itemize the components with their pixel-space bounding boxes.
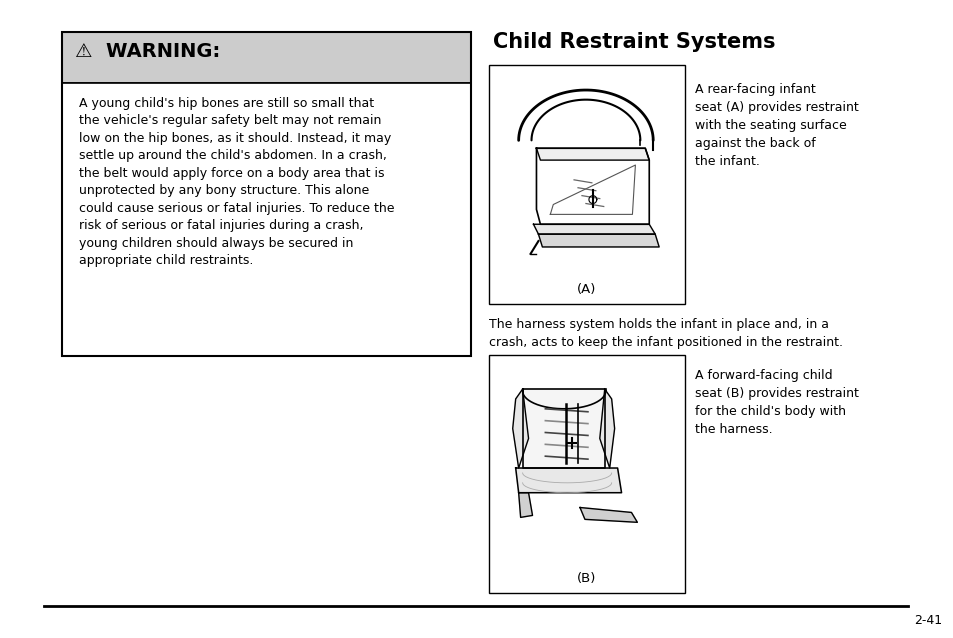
Polygon shape <box>522 389 604 468</box>
Text: A rear-facing infant
seat (A) provides restraint
with the seating surface
agains: A rear-facing infant seat (A) provides r… <box>694 83 858 168</box>
Text: ⚠  WARNING:: ⚠ WARNING: <box>75 41 220 61</box>
Polygon shape <box>537 234 659 247</box>
Polygon shape <box>533 224 655 234</box>
Polygon shape <box>512 389 528 468</box>
Polygon shape <box>579 507 637 523</box>
Polygon shape <box>516 468 621 493</box>
FancyBboxPatch shape <box>489 65 684 304</box>
Polygon shape <box>536 148 649 160</box>
FancyBboxPatch shape <box>62 32 471 83</box>
Polygon shape <box>599 389 614 468</box>
Text: A forward-facing child
seat (B) provides restraint
for the child's body with
the: A forward-facing child seat (B) provides… <box>694 369 858 436</box>
FancyBboxPatch shape <box>62 83 471 355</box>
Text: The harness system holds the infant in place and, in a
crash, acts to keep the i: The harness system holds the infant in p… <box>489 318 842 348</box>
Text: Child Restraint Systems: Child Restraint Systems <box>493 32 775 52</box>
Text: (A): (A) <box>577 283 596 296</box>
Text: 2-41: 2-41 <box>914 614 942 627</box>
FancyBboxPatch shape <box>489 355 684 593</box>
Text: A young child's hip bones are still so small that
the vehicle's regular safety b: A young child's hip bones are still so s… <box>79 97 395 267</box>
Polygon shape <box>518 493 532 517</box>
Text: (B): (B) <box>577 572 596 586</box>
